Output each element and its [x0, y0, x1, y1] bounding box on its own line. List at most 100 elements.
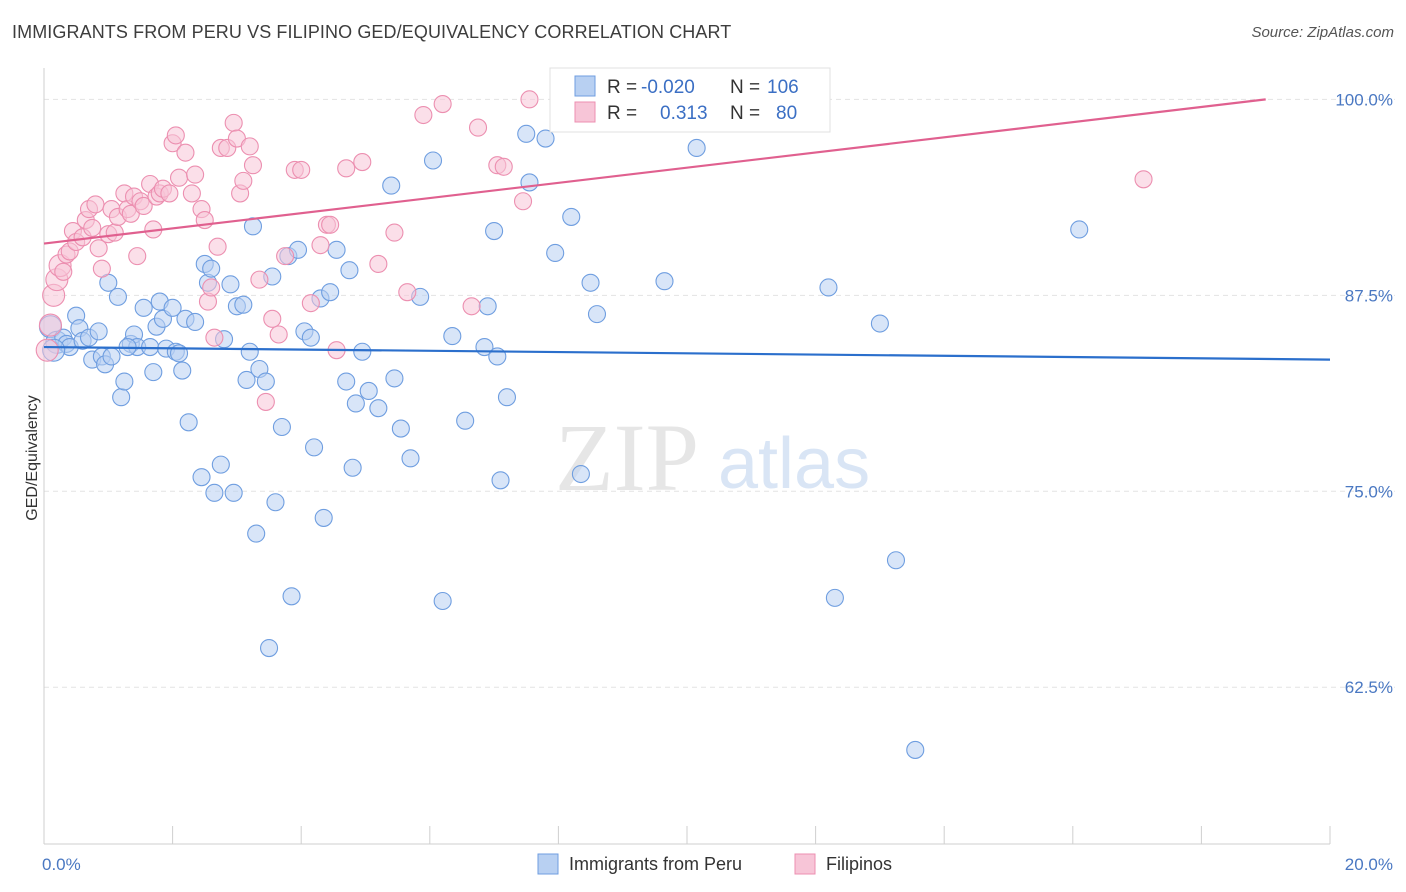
peru-point-33: [179, 413, 198, 432]
filipino-point-71: [414, 105, 433, 125]
filipino-point-44: [205, 328, 224, 347]
y-tick-label-0: 100.0%: [1335, 90, 1393, 109]
trend-lines: [43, 98, 1331, 361]
x-tick-label-0: 0.0%: [42, 855, 81, 874]
filipino-point-25: [128, 247, 147, 266]
filipino-point-45: [208, 237, 227, 256]
peru-point-75: [401, 449, 420, 468]
filipino-point-70: [398, 283, 417, 302]
legend-box: [549, 67, 831, 133]
peru-point-59: [301, 328, 320, 347]
filipino-point-60: [292, 160, 311, 179]
peru-point-98: [819, 278, 838, 297]
legend-n-label-filipinos: N =: [730, 103, 760, 124]
filipino-point-53: [243, 156, 263, 175]
filipino-point-5: [54, 262, 73, 281]
legend-swatch-peru: [574, 75, 596, 97]
filipino-point-69: [385, 223, 404, 242]
correlation-legend: R = -0.020 N = 106 R = 0.313 N = 80: [549, 67, 831, 133]
peru-point-101: [886, 551, 906, 570]
x-tick-label-1: 20.0%: [1345, 855, 1393, 874]
peru-point-10: [89, 322, 108, 341]
legend-swatch-filipinos: [574, 101, 596, 123]
filipino-point-67: [353, 153, 372, 172]
peru-point-73: [385, 369, 404, 388]
filipino-point-0: [35, 338, 59, 362]
peru-point-62: [314, 508, 333, 527]
peru-point-74: [391, 419, 410, 438]
peru-point-71: [369, 399, 388, 418]
bottom-legend-swatch-peru: [537, 853, 559, 875]
legend-r-label-filipinos: R =: [607, 103, 637, 124]
peru-point-14: [102, 347, 121, 366]
peru-point-82: [478, 297, 497, 316]
peru-point-99: [825, 588, 844, 607]
watermark-atlas: atlas: [718, 424, 870, 504]
peru-point-96: [687, 138, 706, 158]
legend-n-label-peru: N =: [730, 77, 760, 98]
legend-r-label-peru: R =: [607, 77, 637, 98]
filipino-point-66: [337, 159, 356, 178]
peru-point-39: [205, 483, 224, 502]
filipino-point-61: [301, 294, 320, 313]
peru-point-86: [497, 388, 517, 407]
filipino-point-33: [160, 184, 179, 203]
peru-point-85: [491, 471, 510, 490]
y-tick-label-3: 62.5%: [1345, 678, 1393, 697]
peru-point-47: [240, 342, 259, 361]
series-legend: Immigrants from Peru Filipinos: [537, 853, 892, 875]
peru-point-53: [266, 493, 285, 512]
series-filipinos-points: [35, 90, 1153, 411]
watermark: ZIP atlas: [555, 404, 870, 511]
legend-r-value-peru: -0.020: [641, 77, 695, 98]
peru-point-17: [115, 372, 134, 391]
filipino-point-73: [462, 297, 481, 316]
y-tick-label-2: 75.0%: [1345, 482, 1393, 501]
filipino-point-36: [169, 168, 189, 187]
filipino-point-62: [311, 236, 330, 255]
peru-point-87: [517, 124, 536, 143]
chart-source: Source: ZipAtlas.com: [1251, 24, 1394, 41]
peru-point-93: [581, 273, 600, 292]
peru-point-16: [112, 388, 131, 407]
trend-line-peru: [43, 345, 1331, 361]
y-axis-title: GED/Equivalency: [24, 395, 41, 520]
filipino-point-15: [89, 239, 108, 258]
peru-point-63: [321, 283, 340, 302]
filipino-point-1: [38, 313, 62, 337]
filipino-point-13: [83, 218, 102, 237]
peru-point-78: [433, 591, 452, 611]
bottom-legend-label-peru: Immigrants from Peru: [569, 854, 742, 874]
peru-point-69: [353, 342, 372, 361]
peru-point-70: [359, 381, 378, 400]
filipino-point-48: [224, 113, 243, 132]
filipino-point-77: [513, 192, 533, 211]
filipino-point-38: [182, 184, 201, 203]
peru-point-91: [562, 207, 581, 226]
peru-point-77: [423, 151, 443, 170]
filipino-point-78: [520, 90, 539, 109]
legend-n-value-peru: 106: [767, 77, 799, 98]
filipino-point-55: [256, 392, 275, 411]
bottom-legend-swatch-filipinos: [794, 853, 816, 875]
filipino-point-72: [433, 95, 452, 114]
filipino-point-51: [234, 171, 253, 190]
peru-point-46: [237, 370, 256, 390]
peru-point-23: [144, 363, 163, 382]
peru-point-94: [587, 305, 607, 324]
peru-point-65: [337, 372, 356, 391]
peru-point-31: [173, 361, 192, 380]
filipino-point-14: [86, 195, 105, 214]
filipino-point-76: [494, 157, 513, 176]
peru-point-103: [1070, 220, 1089, 239]
x-tick-labels: 0.0% 20.0%: [42, 855, 1393, 874]
peru-point-90: [546, 243, 565, 263]
x-ticks: [43, 826, 1331, 844]
y-tick-label-1: 87.5%: [1345, 286, 1393, 305]
filipino-point-74: [468, 118, 488, 137]
peru-point-89: [536, 129, 555, 148]
peru-point-15: [108, 287, 127, 306]
peru-point-40: [211, 455, 230, 474]
peru-point-92: [571, 464, 590, 484]
